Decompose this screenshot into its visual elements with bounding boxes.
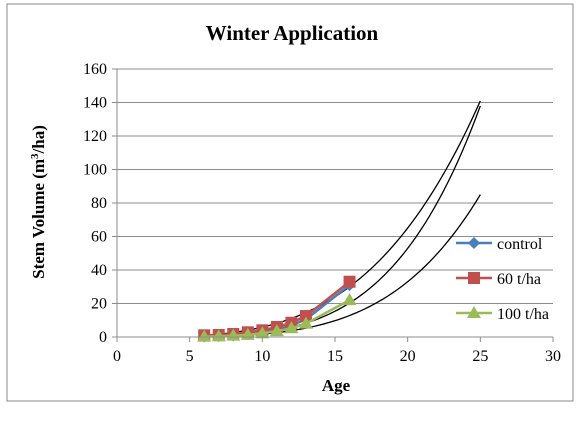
x-tick-label: 10 [254, 348, 270, 365]
data-point [211, 329, 226, 342]
data-point [299, 310, 312, 323]
legend-marker [468, 237, 480, 249]
data-point [342, 293, 357, 306]
y-tick-label: 140 [83, 95, 107, 112]
y-tick-label: 120 [83, 128, 107, 145]
x-axis-label: Age [322, 376, 351, 395]
legend-marker [467, 306, 481, 318]
x-tick-label: 30 [545, 348, 561, 365]
y-tick-label: 0 [99, 329, 107, 346]
data-point [284, 321, 299, 334]
y-tick-label: 40 [91, 262, 107, 279]
data-point [255, 326, 270, 339]
x-tick-label: 5 [186, 348, 194, 365]
y-tick-label: 100 [83, 162, 107, 179]
x-tick-label: 20 [400, 348, 416, 365]
y-axis-label-superscript: 3 [29, 153, 41, 159]
y-axis-label-end: /ha) [29, 125, 48, 154]
x-tick-label: 15 [327, 348, 343, 365]
y-tick-label: 60 [91, 229, 107, 246]
y-tick-label: 20 [91, 296, 107, 313]
y-tick-label: 80 [91, 195, 107, 212]
x-tick-label: 25 [472, 348, 488, 365]
y-tick-label: 160 [83, 61, 107, 78]
chart-title: Winter Application [206, 21, 379, 45]
x-tick-label: 0 [113, 348, 121, 365]
legend: control 60 t/ha 100 t/ha [456, 236, 549, 323]
data-point [343, 275, 356, 288]
legend-label: 100 t/ha [497, 306, 549, 323]
data-point [226, 328, 241, 341]
data-point [197, 329, 212, 342]
y-axis-label: Stem Volume (m3/ha) [29, 125, 48, 279]
y-axis-label-main: Stem Volume (m [29, 159, 48, 279]
axis-layer: 0 20 40 60 80 100 120 140 160 0 5 10 15 20 25 30 [83, 61, 561, 365]
data-point [298, 316, 313, 329]
legend-label: 60 t/ha [497, 271, 541, 288]
legend-label: control [497, 236, 543, 253]
legend-marker [468, 272, 480, 284]
data-point [269, 324, 284, 337]
